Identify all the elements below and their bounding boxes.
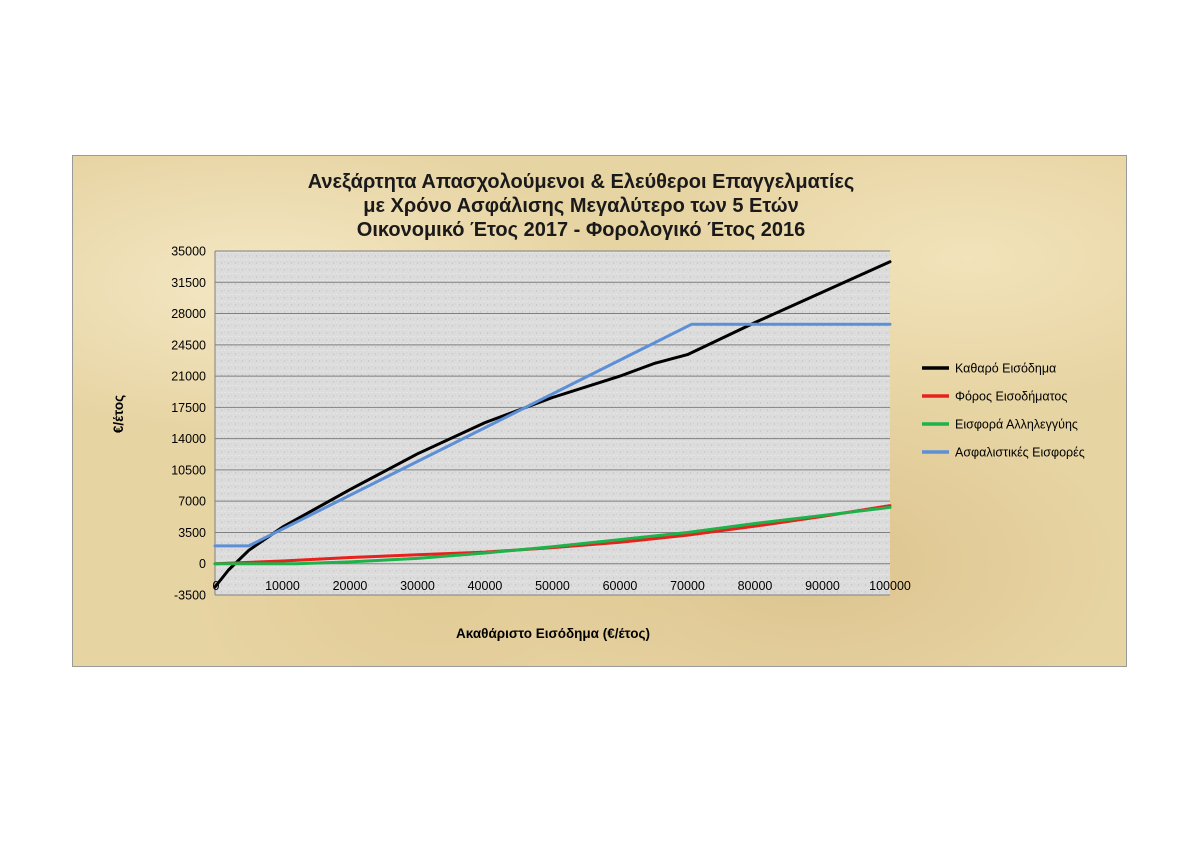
x-tick-label: 40000 xyxy=(468,579,503,593)
x-tick-label: 10000 xyxy=(265,579,300,593)
y-tick-label: 21000 xyxy=(171,370,206,384)
chart-frame: Ανεξάρτητα Απασχολούμενοι & Ελεύθεροι Επ… xyxy=(72,155,1127,667)
x-tick-label: 100000 xyxy=(869,579,911,593)
chart-title-line-3: Οικονομικό Έτος 2017 - Φορολογικό Έτος 2… xyxy=(357,219,805,241)
y-tick-label: 7000 xyxy=(178,495,206,509)
y-tick-label: 24500 xyxy=(171,338,206,352)
legend-label: Φόρος Εισοδήματος xyxy=(955,390,1067,404)
x-axis-ticks: 0 10000 20000 30000 40000 50000 60000 70000 8000… xyxy=(213,579,911,593)
y-tick-label: 0 xyxy=(199,557,206,571)
x-tick-label: 50000 xyxy=(535,579,570,593)
y-tick-label: 10500 xyxy=(171,463,206,477)
y-axis-ticks: 3500031500280002450021000175001400010500… xyxy=(171,245,206,603)
chart-svg: Ανεξάρτητα Απασχολούμενοι & Ελεύθεροι Επ… xyxy=(111,171,1085,641)
x-tick-label: 70000 xyxy=(670,579,705,593)
legend: Καθαρό Εισόδημα Φόρος Εισοδήματος Εισφορά … xyxy=(922,362,1085,460)
y-tick-label: 35000 xyxy=(171,245,206,259)
x-tick-label: 20000 xyxy=(333,579,368,593)
x-tick-label: 80000 xyxy=(738,579,773,593)
chart-title-line-2: με Χρόνο Ασφάλισης Μεγαλύτερο των 5 Ετών xyxy=(363,195,799,217)
x-axis-title: Ακαθάριστο Εισόδημα (€/έτος) xyxy=(456,626,650,641)
y-tick-label: 28000 xyxy=(171,307,206,321)
x-tick-label: 30000 xyxy=(400,579,435,593)
y-tick-label: 31500 xyxy=(171,276,206,290)
series-line-4 xyxy=(213,322,892,548)
legend-label: Ασφαλιστικές Εισφορές xyxy=(955,446,1085,460)
legend-label: Εισφορά Αλληλεγγύης xyxy=(955,418,1078,432)
series-layer xyxy=(213,260,892,589)
x-tick-label: 90000 xyxy=(805,579,840,593)
plot-area xyxy=(215,251,890,595)
x-tick-label: 60000 xyxy=(603,579,638,593)
y-tick-label: -3500 xyxy=(174,589,206,603)
legend-label: Καθαρό Εισόδημα xyxy=(955,362,1056,376)
y-tick-label: 17500 xyxy=(171,401,206,415)
y-tick-label: 14000 xyxy=(171,432,206,446)
chart-title: Ανεξάρτητα Απασχολούμενοι & Ελεύθεροι Επ… xyxy=(308,171,855,241)
chart-title-line-1: Ανεξάρτητα Απασχολούμενοι & Ελεύθεροι Επ… xyxy=(308,171,855,193)
y-tick-label: 3500 xyxy=(178,526,206,540)
series-line-3 xyxy=(213,505,892,566)
y-axis-title: €/έτος xyxy=(111,395,126,433)
